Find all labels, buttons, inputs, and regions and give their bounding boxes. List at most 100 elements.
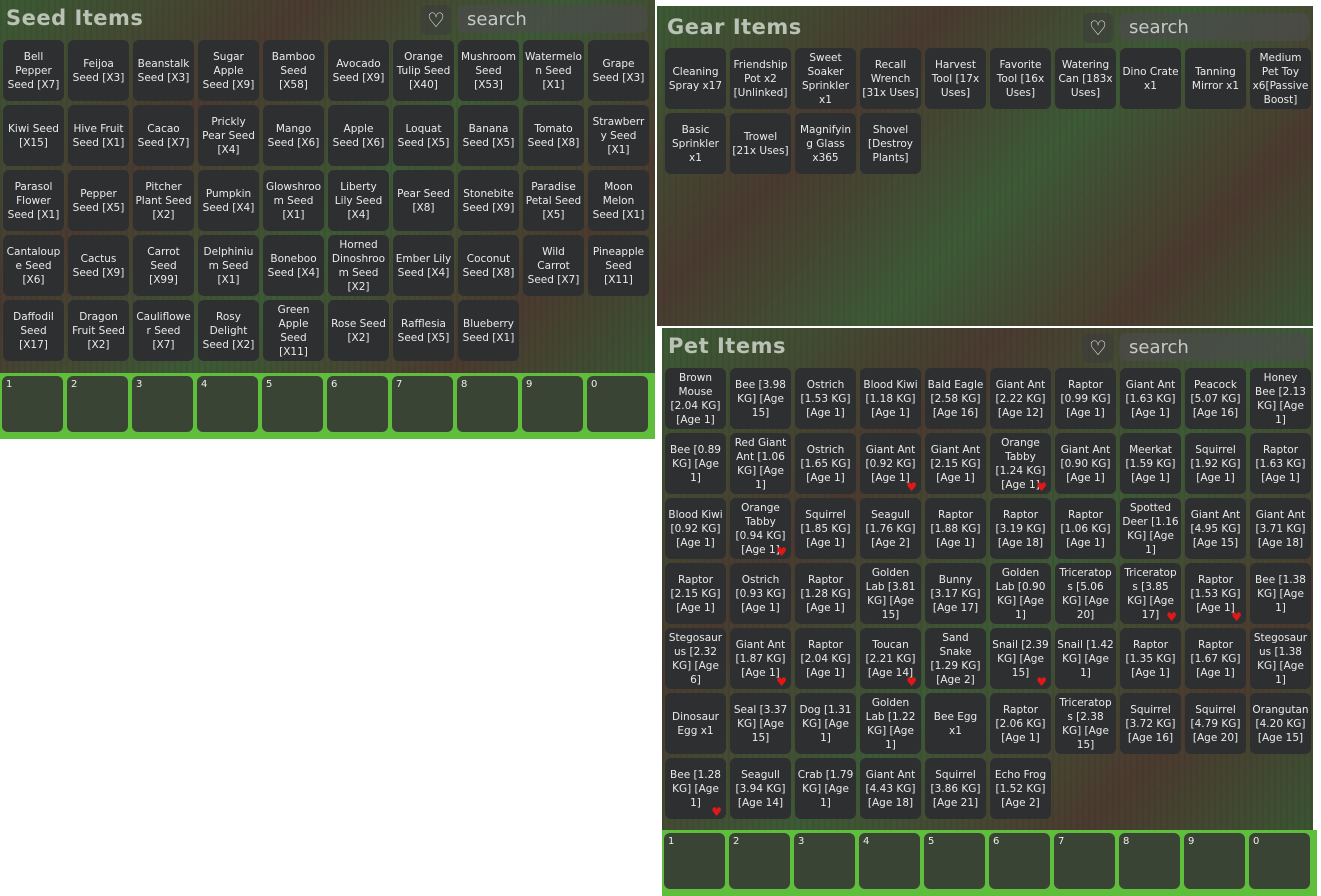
seed-item[interactable]: Pepper Seed [X5] [68,170,129,231]
seed-item[interactable]: Paradise Petal Seed [X5] [523,170,584,231]
hotbar-slot[interactable]: 4 [859,833,920,889]
pet-item[interactable]: Ostrich [1.65 KG] [Age 1] [795,433,856,494]
gear-item[interactable]: Trowel [21x Uses] [730,113,791,174]
seed-item[interactable]: Sugar Apple Seed [X9] [198,40,259,101]
seed-item[interactable]: Hive Fruit Seed [X1] [68,105,129,166]
seed-item[interactable]: Blueberry Seed [X1] [458,300,519,361]
pet-search-input[interactable] [1119,333,1309,361]
gear-item[interactable]: Favorite Tool [16x Uses] [990,48,1051,109]
pet-item[interactable]: Squirrel [3.86 KG] [Age 21] [925,758,986,819]
seed-item[interactable]: Horned Dinoshroom Seed [X2] [328,235,389,296]
seed-item[interactable]: Pitcher Plant Seed [X2] [133,170,194,231]
seed-search-input[interactable] [457,5,647,33]
pet-item[interactable]: Dinosaur Egg x1 [665,693,726,754]
pet-item[interactable]: Orangutan [4.20 KG] [Age 15] [1250,693,1311,754]
pet-item[interactable]: Stegosaurus [2.32 KG] [Age 6] [665,628,726,689]
pet-item[interactable]: Stegosaurus [1.38 KG] [Age 1] [1250,628,1311,689]
pet-item[interactable]: Crab [1.79 KG] [Age 1] [795,758,856,819]
pet-item[interactable]: Snail [2.39 KG] [Age 15] ♥ [990,628,1051,689]
seed-item[interactable]: Cactus Seed [X9] [68,235,129,296]
pet-item[interactable]: Giant Ant [2.15 KG] [Age 1] [925,433,986,494]
seed-item[interactable]: Watermelon Seed [X1] [523,40,584,101]
seed-item[interactable]: Liberty Lily Seed [X4] [328,170,389,231]
pet-item[interactable]: Giant Ant [3.71 KG] [Age 18] [1250,498,1311,559]
seed-item[interactable]: Stonebite Seed [X9] [458,170,519,231]
pet-item[interactable]: Toucan [2.21 KG] [Age 14] ♥ [860,628,921,689]
seed-item[interactable]: Orange Tulip Seed [X40] [393,40,454,101]
pet-item[interactable]: Giant Ant [0.90 KG] [Age 1] [1055,433,1116,494]
seed-item[interactable]: Daffodil Seed [X17] [3,300,64,361]
seed-item[interactable]: Tomato Seed [X8] [523,105,584,166]
gear-item[interactable]: Recall Wrench [31x Uses] [860,48,921,109]
pet-item[interactable]: Raptor [1.28 KG] [Age 1] [795,563,856,624]
pet-item[interactable]: Spotted Deer [1.16 KG] [Age 1] [1120,498,1181,559]
favorite-filter-heart-icon[interactable]: ♡ [1083,13,1113,43]
pet-item[interactable]: Echo Frog [1.52 KG] [Age 2] [990,758,1051,819]
pet-item[interactable]: Orange Tabby [1.24 KG] [Age 1] ♥ [990,433,1051,494]
gear-item[interactable]: Dino Crate x1 [1120,48,1181,109]
seed-item[interactable]: Cantaloupe Seed [X6] [3,235,64,296]
gear-item[interactable]: Tanning Mirror x1 [1185,48,1246,109]
hotbar-slot[interactable]: 2 [729,833,790,889]
seed-item[interactable]: Mushroom Seed [X53] [458,40,519,101]
pet-item[interactable]: Giant Ant [1.63 KG] [Age 1] [1120,368,1181,429]
pet-item[interactable]: Sand Snake [1.29 KG] [Age 2] [925,628,986,689]
pet-item[interactable]: Blood Kiwi [1.18 KG] [Age 1] [860,368,921,429]
seed-item[interactable]: Coconut Seed [X8] [458,235,519,296]
pet-item[interactable]: Bee [1.38 KG] [Age 1] [1250,563,1311,624]
pet-item[interactable]: Ostrich [0.93 KG] [Age 1] [730,563,791,624]
pet-item[interactable]: Bee [3.98 KG] [Age 15] [730,368,791,429]
pet-item[interactable]: Triceratops [2.38 KG] [Age 15] [1055,693,1116,754]
pet-item[interactable]: Seagull [1.76 KG] [Age 2] [860,498,921,559]
pet-item[interactable]: Raptor [1.35 KG] [Age 1] [1120,628,1181,689]
pet-item[interactable]: Raptor [1.53 KG] [Age 1] ♥ [1185,563,1246,624]
seed-item[interactable]: Pear Seed [X8] [393,170,454,231]
gear-search-input[interactable] [1119,13,1309,41]
favorite-filter-heart-icon[interactable]: ♡ [421,5,451,35]
seed-item[interactable]: Boneboo Seed [X4] [263,235,324,296]
pet-item[interactable]: Bunny [3.17 KG] [Age 17] [925,563,986,624]
pet-item[interactable]: Triceratops [3.85 KG] [Age 17] ♥ [1120,563,1181,624]
pet-item[interactable]: Giant Ant [2.22 KG] [Age 12] [990,368,1051,429]
seed-item[interactable]: Beanstalk Seed [X3] [133,40,194,101]
gear-item[interactable]: Shovel [Destroy Plants] [860,113,921,174]
pet-item[interactable]: Seagull [3.94 KG] [Age 14] [730,758,791,819]
pet-item[interactable]: Squirrel [4.79 KG] [Age 20] [1185,693,1246,754]
seed-item[interactable]: Banana Seed [X5] [458,105,519,166]
pet-item[interactable]: Golden Lab [0.90 KG] [Age 1] [990,563,1051,624]
pet-item[interactable]: Giant Ant [0.92 KG] [Age 1] ♥ [860,433,921,494]
seed-item[interactable]: Kiwi Seed [X15] [3,105,64,166]
pet-item[interactable]: Raptor [3.19 KG] [Age 18] [990,498,1051,559]
seed-item[interactable]: Rose Seed [X2] [328,300,389,361]
pet-item[interactable]: Bee Egg x1 [925,693,986,754]
hotbar-slot[interactable]: 7 [1054,833,1115,889]
seed-item[interactable]: Prickly Pear Seed [X4] [198,105,259,166]
pet-item[interactable]: Raptor [2.04 KG] [Age 1] [795,628,856,689]
gear-item[interactable]: Magnifying Glass x365 [795,113,856,174]
hotbar-slot[interactable]: 1 [664,833,725,889]
seed-item[interactable]: Ember Lily Seed [X4] [393,235,454,296]
pet-item[interactable]: Raptor [1.06 KG] [Age 1] [1055,498,1116,559]
pet-item[interactable]: Bee [1.28 KG] [Age 1] ♥ [665,758,726,819]
gear-item[interactable]: Watering Can [183x Uses] [1055,48,1116,109]
pet-item[interactable]: Raptor [1.88 KG] [Age 1] [925,498,986,559]
hotbar-slot[interactable]: 8 [457,376,518,432]
pet-item[interactable]: Raptor [1.67 KG] [Age 1] [1185,628,1246,689]
pet-item[interactable]: Red Giant Ant [1.06 KG] [Age 1] [730,433,791,494]
hotbar-slot[interactable]: 2 [67,376,128,432]
hotbar-slot[interactable]: 8 [1119,833,1180,889]
seed-item[interactable]: Rafflesia Seed [X5] [393,300,454,361]
seed-item[interactable]: Green Apple Seed [X11] [263,300,324,361]
hotbar-slot[interactable]: 9 [522,376,583,432]
gear-item[interactable]: Sweet Soaker Sprinkler x1 [795,48,856,109]
hotbar-slot[interactable]: 9 [1184,833,1245,889]
seed-item[interactable]: Strawberry Seed [X1] [588,105,649,166]
pet-item[interactable]: Squirrel [3.72 KG] [Age 16] [1120,693,1181,754]
pet-item[interactable]: Golden Lab [3.81 KG] [Age 15] [860,563,921,624]
gear-item[interactable]: Friendship Pot x2 [Unlinked] [730,48,791,109]
seed-item[interactable]: Dragon Fruit Seed [X2] [68,300,129,361]
pet-item[interactable]: Raptor [2.15 KG] [Age 1] [665,563,726,624]
hotbar-slot[interactable]: 0 [587,376,648,432]
seed-item[interactable]: Bell Pepper Seed [X7] [3,40,64,101]
hotbar-slot[interactable]: 5 [924,833,985,889]
